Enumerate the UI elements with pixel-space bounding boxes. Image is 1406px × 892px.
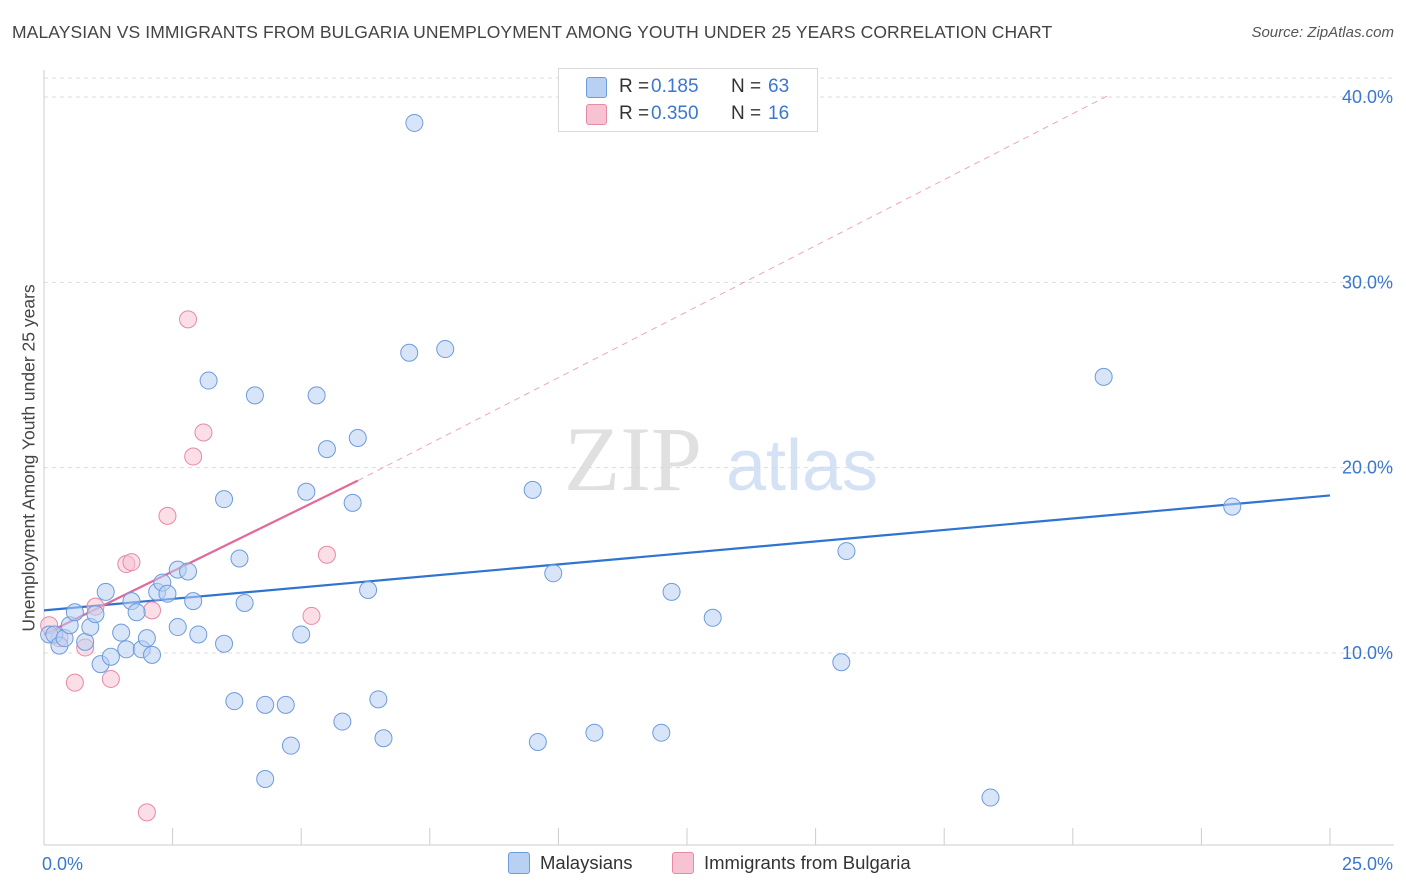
- data-point-bulgaria: [184, 447, 203, 466]
- data-point-malaysians: [96, 582, 115, 601]
- y-tick-label: 30.0%: [1342, 272, 1393, 292]
- data-point-bulgaria: [158, 506, 177, 525]
- legend-r-value: 0.350: [651, 103, 699, 124]
- correlation-legend: R = 0.185 N = 63 R = 0.350 N = 16: [558, 68, 818, 132]
- legend-swatch-malaysians: [586, 76, 607, 98]
- watermark-zip: ZIP: [564, 408, 702, 510]
- data-point-bulgaria: [137, 803, 156, 822]
- data-point-malaysians: [832, 653, 851, 672]
- data-point-malaysians: [215, 634, 234, 653]
- legend-swatch-bulgaria: [586, 103, 607, 125]
- grid-layer: [44, 77, 1394, 654]
- data-point-malaysians: [245, 386, 264, 405]
- data-point-bulgaria: [65, 673, 84, 692]
- legend-n-value: 63: [768, 76, 790, 97]
- data-point-malaysians: [662, 582, 681, 601]
- legend-item-bulgaria: Immigrants from Bulgaria: [672, 852, 911, 874]
- data-point-malaysians: [112, 623, 131, 642]
- data-point-malaysians: [343, 493, 362, 512]
- data-point-bulgaria: [194, 423, 213, 442]
- series-legend: Malaysians Immigrants from Bulgaria: [0, 852, 1406, 876]
- axis-layer: [43, 70, 1394, 846]
- data-point-malaysians: [276, 695, 295, 714]
- y-tick-label: 40.0%: [1342, 87, 1393, 107]
- watermark-atlas: atlas: [726, 426, 878, 506]
- data-point-malaysians: [143, 645, 162, 664]
- data-point-malaysians: [981, 788, 1000, 807]
- legend-label-bulgaria: Immigrants from Bulgaria: [704, 852, 911, 873]
- data-point-malaysians: [1223, 497, 1242, 516]
- point-layer: [40, 113, 1242, 822]
- data-point-malaysians: [158, 584, 177, 603]
- data-point-malaysians: [179, 562, 198, 581]
- legend-n-label: N =: [731, 103, 762, 124]
- data-point-malaysians: [652, 723, 671, 742]
- data-point-malaysians: [837, 542, 856, 561]
- data-point-malaysians: [405, 113, 424, 132]
- data-point-malaysians: [86, 605, 105, 624]
- legend-item-malaysians: Malaysians: [508, 852, 633, 874]
- data-point-malaysians: [235, 593, 254, 612]
- data-point-malaysians: [137, 629, 156, 648]
- data-point-malaysians: [256, 695, 275, 714]
- chart-source: Source: ZipAtlas.com: [1251, 24, 1394, 41]
- tick-label-layer: 10.0% 20.0% 30.0% 40.0% 0.0% 25.0%: [42, 87, 1393, 874]
- data-point-malaysians: [374, 729, 393, 748]
- data-point-malaysians: [369, 690, 388, 709]
- data-point-malaysians: [65, 603, 84, 622]
- trend-extension-bulgaria: [357, 94, 1110, 482]
- data-point-bulgaria: [143, 601, 162, 620]
- trend-line-malaysians: [43, 494, 1331, 612]
- data-point-malaysians: [307, 386, 326, 405]
- data-point-bulgaria: [122, 553, 141, 572]
- data-point-malaysians: [585, 723, 604, 742]
- legend-swatch-bulgaria: [672, 852, 694, 874]
- data-point-malaysians: [1094, 367, 1113, 386]
- data-point-malaysians: [292, 625, 311, 644]
- data-point-malaysians: [168, 618, 187, 637]
- data-point-malaysians: [528, 732, 547, 751]
- data-point-malaysians: [230, 549, 249, 568]
- legend-n-value: 16: [768, 103, 790, 124]
- legend-n-label: N =: [731, 76, 762, 97]
- data-point-malaysians: [199, 371, 218, 390]
- data-point-malaysians: [333, 712, 352, 731]
- data-point-malaysians: [281, 736, 300, 755]
- legend-swatch-malaysians: [508, 852, 530, 874]
- legend-r-value: 0.185: [651, 76, 699, 97]
- data-point-malaysians: [189, 625, 208, 644]
- y-tick-label: 20.0%: [1342, 458, 1393, 478]
- data-point-malaysians: [436, 340, 455, 359]
- data-point-bulgaria: [101, 669, 120, 688]
- data-point-malaysians: [101, 647, 120, 666]
- data-point-malaysians: [297, 482, 316, 501]
- legend-label-malaysians: Malaysians: [540, 852, 633, 873]
- watermark: ZIP atlas: [564, 408, 878, 510]
- data-point-malaysians: [703, 608, 722, 627]
- data-point-bulgaria: [302, 606, 321, 625]
- data-point-malaysians: [359, 580, 378, 599]
- y-tick-label: 10.0%: [1342, 643, 1393, 663]
- data-point-malaysians: [400, 343, 419, 362]
- data-point-malaysians: [184, 592, 203, 611]
- data-point-bulgaria: [317, 545, 336, 564]
- chart-title: MALAYSIAN VS IMMIGRANTS FROM BULGARIA UN…: [12, 22, 1053, 42]
- data-point-malaysians: [544, 564, 563, 583]
- data-point-malaysians: [348, 429, 367, 448]
- data-point-malaysians: [225, 692, 244, 711]
- data-point-malaysians: [215, 490, 234, 509]
- data-point-bulgaria: [179, 310, 198, 329]
- data-point-malaysians: [117, 640, 136, 659]
- x-tick-label: 25.0%: [1342, 854, 1393, 874]
- legend-r-label: R =: [619, 76, 650, 97]
- data-point-malaysians: [523, 480, 542, 499]
- data-point-malaysians: [317, 440, 336, 459]
- data-point-malaysians: [127, 603, 146, 622]
- legend-r-label: R =: [619, 103, 650, 124]
- data-point-malaysians: [256, 770, 275, 789]
- x-tick-label: 0.0%: [42, 854, 83, 874]
